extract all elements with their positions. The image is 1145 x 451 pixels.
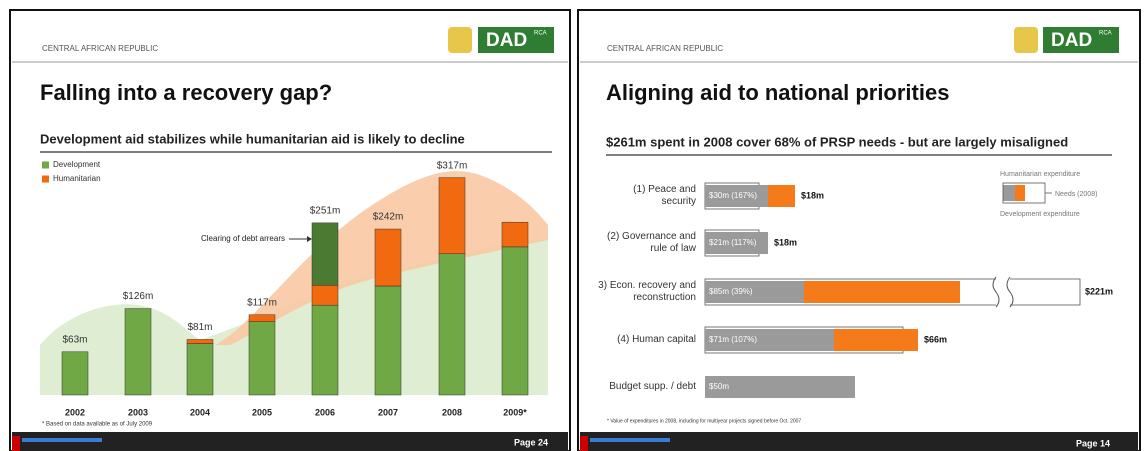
annotation-arrowhead (307, 236, 312, 242)
x-tick-label: 2004 (190, 407, 210, 417)
bar-label: $21m (117%) (709, 238, 757, 247)
bar-segment (311, 304, 339, 396)
annotation: Clearing of debt arrears (201, 234, 285, 243)
bar-segment (186, 343, 214, 396)
bar-label: $50m (709, 382, 729, 391)
category-label: (2) Governance and rule of law (607, 231, 696, 254)
flag (12, 436, 20, 451)
total-label: $63m (62, 334, 87, 345)
legend-label: Humanitarian (53, 174, 101, 183)
bar-segment (61, 351, 89, 396)
total-label: $317m (437, 160, 468, 171)
subtitle: $261m spent in 2008 cover 68% of PRSP ne… (606, 134, 1068, 149)
bar-segment (501, 246, 529, 396)
bar-segment (186, 339, 214, 344)
x-tick-label: 2009* (503, 407, 527, 417)
slide-title: Falling into a recovery gap? (40, 80, 332, 105)
legend-swatch (42, 175, 49, 183)
legend-swatch (1003, 185, 1015, 201)
bar-segment (438, 177, 466, 254)
logo-text: DAD (1051, 30, 1092, 51)
header: CENTRAL AFRICAN REPUBLIC (607, 44, 723, 53)
bar-segment (124, 308, 152, 396)
category-label: (4) Human capital (617, 334, 696, 345)
subtitle: Development aid stabilizes while humanit… (40, 131, 465, 146)
bar-segment (374, 228, 402, 287)
total-label: $117m (247, 297, 277, 308)
bar-segment (311, 222, 339, 286)
footer-bar (580, 432, 1138, 451)
footnote: * Based on data available as of July 200… (42, 422, 153, 428)
needs-label: $18m (801, 190, 824, 200)
legend-swatch (42, 161, 49, 169)
bar-segment (705, 329, 834, 351)
category-label: Budget supp. / debt (609, 381, 696, 392)
legend-swatch (1015, 185, 1025, 201)
footnote: * Value of expenditures in 2008, includi… (607, 418, 801, 424)
slide-frame (577, 9, 1141, 451)
page-number: Page 14 (1076, 438, 1110, 448)
bar-segment (705, 232, 768, 254)
x-tick-label: 2005 (252, 407, 272, 417)
legend-label: Development expenditure (1000, 211, 1080, 218)
bar-segment (311, 285, 339, 306)
bar-segment (705, 376, 855, 398)
flag-stripe (590, 438, 670, 442)
total-label: $126m (123, 291, 154, 302)
x-tick-label: 2008 (442, 407, 462, 417)
bar-label: $71m (107%) (709, 335, 757, 344)
logo: DAD RCA DAD RCA (448, 27, 1119, 53)
bar-segment (834, 329, 918, 351)
x-tick-label: 2007 (378, 407, 398, 417)
axis-break (992, 276, 1014, 308)
category-label: (1) Peace and security (633, 184, 696, 207)
legend-label: Humanitarian expenditure (1000, 171, 1080, 178)
bar-segment (374, 285, 402, 396)
category-label: 3) Econ. recovery and reconstruction (598, 280, 696, 303)
x-tick-label: 2006 (315, 407, 335, 417)
total-label: $81m (187, 322, 212, 333)
bar-segment (438, 253, 466, 396)
bar-segment (248, 314, 276, 322)
bar-segment (705, 281, 804, 303)
bar-segment (804, 281, 960, 303)
legend-label: Needs (2008) (1055, 191, 1097, 198)
bar-label: $30m (167%) (709, 191, 757, 200)
bar-segment (768, 185, 795, 207)
total-label: $242m (373, 212, 404, 223)
flag-stripe (22, 438, 102, 442)
slide-title: Aligning aid to national priorities (606, 80, 949, 105)
x-tick-label: 2003 (128, 407, 148, 417)
page-number: Page 24 (514, 437, 548, 447)
footer-bar (12, 432, 568, 451)
x-tick-label: 2002 (65, 407, 85, 417)
bar-label: $85m (39%) (709, 287, 753, 296)
development-area (40, 240, 548, 395)
logo-sup: RCA (534, 31, 547, 37)
needs-label: $66m (924, 334, 947, 344)
bar-segment (248, 321, 276, 396)
logo-sup: RCA (1099, 31, 1112, 37)
legend-label: Development (53, 160, 101, 169)
bar-segment (705, 185, 768, 207)
header: CENTRAL AFRICAN REPUBLIC (42, 44, 158, 53)
needs-label: $221m (1085, 286, 1113, 296)
needs-label: $18m (774, 237, 797, 247)
logo-text: DAD (486, 30, 527, 51)
total-label: $251m (310, 206, 341, 217)
flag (580, 436, 588, 451)
bar-segment (501, 221, 529, 248)
